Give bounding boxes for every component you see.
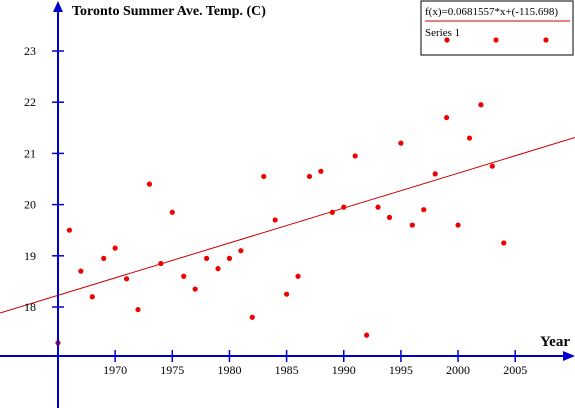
data-point xyxy=(466,135,473,141)
x-tick-label: 1975 xyxy=(160,363,184,377)
data-point xyxy=(501,240,507,246)
data-point xyxy=(66,227,73,233)
data-point xyxy=(226,255,233,261)
data-point xyxy=(238,248,244,254)
y-tick-label: 21 xyxy=(24,146,36,160)
data-point xyxy=(364,332,370,338)
legend-series-marker xyxy=(444,37,450,43)
data-point xyxy=(455,222,461,228)
data-point xyxy=(78,268,84,274)
data-point xyxy=(375,204,381,210)
data-point xyxy=(284,291,290,297)
x-tick-label: 1990 xyxy=(332,363,356,377)
data-point xyxy=(478,102,484,108)
data-point xyxy=(89,294,95,300)
y-tick-label: 18 xyxy=(24,300,36,314)
data-point xyxy=(352,153,358,159)
data-point xyxy=(203,255,210,261)
x-tick-label: 1995 xyxy=(389,363,413,377)
data-point xyxy=(261,173,267,180)
y-tick-label: 20 xyxy=(24,198,36,212)
data-point xyxy=(329,209,335,215)
legend-series-marker xyxy=(543,37,549,43)
data-point xyxy=(432,171,438,177)
x-tick-label: 1970 xyxy=(103,363,127,377)
data-point xyxy=(489,163,495,169)
data-point xyxy=(146,181,153,187)
x-axis-arrow xyxy=(563,351,575,361)
x-tick-label: 1980 xyxy=(217,363,241,377)
chart-title: Toronto Summer Ave. Temp. (C) xyxy=(72,4,266,19)
data-point xyxy=(272,217,278,223)
x-tick-label: 2005 xyxy=(503,363,527,377)
x-axis-title: Year xyxy=(540,334,570,350)
data-point xyxy=(386,214,393,220)
data-point xyxy=(398,140,404,146)
y-tick-label: 22 xyxy=(24,95,36,109)
data-point xyxy=(112,245,118,251)
data-point xyxy=(409,222,415,228)
data-point xyxy=(249,314,255,320)
legend: f(x)=0.0681557*x+(-115.698) Series 1 xyxy=(420,0,574,56)
y-tick-label: 19 xyxy=(24,249,36,263)
data-point xyxy=(101,255,107,261)
legend-series-label: Series 1 xyxy=(425,27,460,39)
data-point xyxy=(135,306,141,313)
data-point xyxy=(169,209,175,215)
data-point xyxy=(295,273,301,279)
data-point xyxy=(158,260,164,267)
data-point xyxy=(192,286,198,292)
data-point xyxy=(306,173,313,180)
data-point xyxy=(215,266,221,272)
data-point xyxy=(318,168,324,174)
legend-trendline-label: f(x)=0.0681557*x+(-115.698) xyxy=(425,6,558,18)
data-point xyxy=(341,204,347,210)
x-tick-label: 2000 xyxy=(446,363,470,377)
data-point xyxy=(181,273,187,279)
data-point xyxy=(123,276,130,282)
data-point xyxy=(421,207,427,213)
x-tick-label: 1985 xyxy=(275,363,299,377)
trend-line xyxy=(0,137,575,314)
legend-series-marker xyxy=(493,37,499,43)
y-tick-label: 23 xyxy=(24,44,36,58)
legend-box xyxy=(420,0,574,56)
data-point xyxy=(444,114,450,121)
y-axis-arrow xyxy=(53,1,63,12)
